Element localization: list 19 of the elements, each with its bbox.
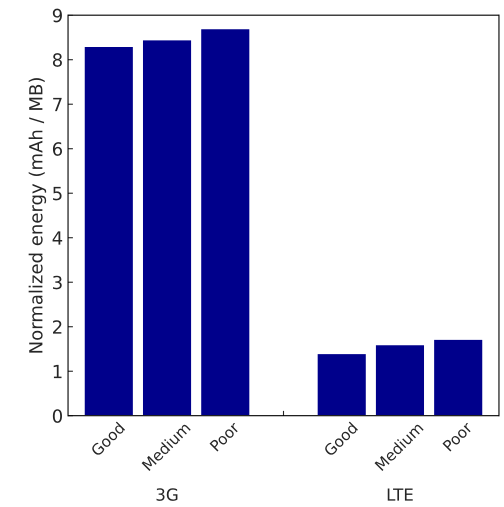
y-tick-label: 7 [53, 98, 62, 112]
bar [374, 344, 426, 416]
bar [432, 338, 484, 416]
y-tick-label: 4 [52, 231, 62, 245]
y-tick-label: 3 [53, 276, 62, 290]
y-tick-label: 8 [52, 53, 62, 67]
y-tick-label: 9 [52, 8, 62, 22]
text: LTE [388, 488, 413, 501]
bar [142, 38, 192, 416]
bar [83, 46, 134, 416]
bar [200, 28, 251, 416]
y-tick-label: 0 [52, 409, 62, 423]
y-tick-label: 2 [53, 320, 62, 334]
y-tick-label: 1 [54, 364, 62, 378]
text: 3G [156, 488, 178, 501]
y-tick-label: 5 [53, 186, 62, 200]
y-tick-label: 6 [52, 142, 62, 156]
y-axis-title: Normalized energy (mAh / MB) [28, 78, 46, 353]
bar [316, 352, 368, 416]
